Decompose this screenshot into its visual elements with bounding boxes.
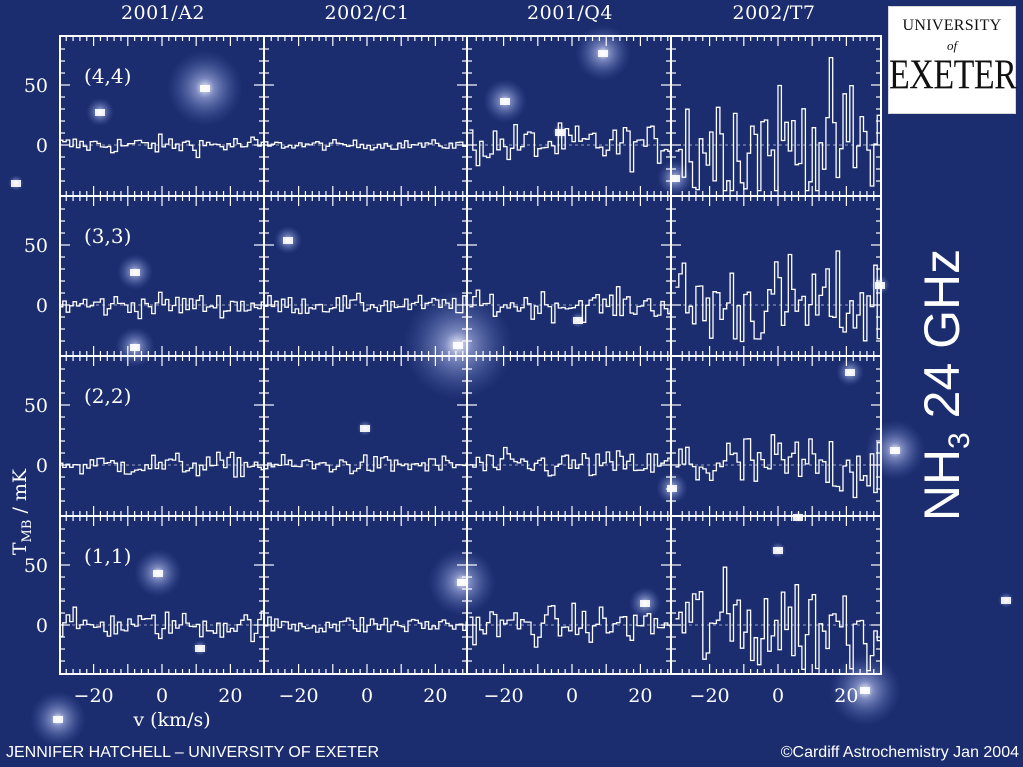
column-title-2001-a2: 2001/A2 xyxy=(120,2,206,24)
background-star-core xyxy=(453,342,463,349)
x-tick-label: 0 xyxy=(156,685,168,707)
background-star-core xyxy=(670,175,680,182)
x-tick-label: 0 xyxy=(361,685,373,707)
transition-label: (2,2) xyxy=(84,384,131,408)
spectrum-trace-2002-t7-row-0 xyxy=(675,56,880,192)
spectrum-trace-2002-t7-row-1 xyxy=(675,250,880,343)
spectrum-trace-2001-a2-row-3 xyxy=(61,606,263,643)
background-star-core xyxy=(598,50,608,57)
x-tick-label: −20 xyxy=(74,685,114,707)
x-tick-label: 20 xyxy=(628,685,652,707)
spectrum-trace-2001-q4-row-2 xyxy=(469,446,672,477)
spectrum-trace-2001-q4-row-1 xyxy=(469,286,672,324)
transition-label: (3,3) xyxy=(84,224,131,248)
column-title-2002-c1: 2002/C1 xyxy=(324,2,410,24)
spectrum-trace-2001-q4-row-3 xyxy=(469,602,672,648)
conference-credit: ©Cardiff Astrochemistry Jan 2004 xyxy=(780,744,1019,761)
x-tick-label: 20 xyxy=(423,685,447,707)
background-star-core xyxy=(573,317,583,324)
background-star-core xyxy=(457,579,467,586)
background-star-core xyxy=(11,180,21,187)
spectrum-trace-2001-a2-row-0 xyxy=(61,133,263,159)
molecule-subscript: 3 xyxy=(943,432,976,449)
spectrum-trace-2001-a2-row-2 xyxy=(61,451,263,478)
x-tick-label: −20 xyxy=(484,685,524,707)
x-tick-label: 0 xyxy=(566,685,578,707)
x-axis-label: v (km/s) xyxy=(132,709,210,731)
column-title-2002-t7: 2002/T7 xyxy=(732,2,816,24)
y-tick-label: 0 xyxy=(36,295,48,317)
spectrum-trace-2002-c1-row-1 xyxy=(265,292,467,315)
background-star-core xyxy=(1001,597,1011,604)
background-star-core xyxy=(555,129,565,136)
x-tick-label: 0 xyxy=(772,685,784,707)
spectrum-trace-2002-t7-row-3 xyxy=(675,566,880,672)
logo-line-university: UNIVERSITY xyxy=(902,17,1002,34)
background-star-core xyxy=(153,570,163,577)
x-tick-label: −20 xyxy=(279,685,319,707)
x-tick-label: −20 xyxy=(690,685,730,707)
spectrum-trace-2001-q4-row-0 xyxy=(469,122,672,173)
transition-label: (4,4) xyxy=(84,64,131,88)
author-credit: JENNIFER HATCHELL – UNIVERSITY OF EXETER xyxy=(6,744,380,761)
molecule-title: NH3 24 GHz xyxy=(913,249,977,521)
y-axis-label: TMB / mK xyxy=(9,468,35,555)
background-star-core xyxy=(53,716,63,723)
spectrum-trace-2002-c1-row-0 xyxy=(265,138,467,151)
background-star-core xyxy=(130,269,140,276)
background-star-core xyxy=(195,645,205,652)
background-star-core xyxy=(200,85,210,92)
y-tick-label: 50 xyxy=(24,75,48,97)
x-tick-label: 20 xyxy=(834,685,858,707)
logo-line-of: of xyxy=(946,38,958,53)
y-tick-label: 0 xyxy=(36,455,48,477)
background-star-core xyxy=(500,98,510,105)
spectrum-trace-2002-c1-row-3 xyxy=(265,616,467,633)
column-title-2001-q4: 2001/Q4 xyxy=(527,2,613,24)
background-star-core xyxy=(860,687,870,694)
background-star-core xyxy=(130,344,140,351)
spectrum-trace-2002-c1-row-2 xyxy=(265,454,467,475)
background-star-core xyxy=(360,425,370,432)
logo-line-exeter: EXETER xyxy=(889,52,1017,99)
background-star-core xyxy=(773,547,783,554)
background-star-core xyxy=(283,237,293,244)
background-star-core xyxy=(640,600,650,607)
y-tick-label: 0 xyxy=(36,135,48,157)
molecule-name: NH xyxy=(914,448,970,522)
y-tick-label: 0 xyxy=(36,615,48,637)
background-star-core xyxy=(845,369,855,376)
x-tick-label: 20 xyxy=(218,685,242,707)
transition-label: (1,1) xyxy=(84,544,131,568)
spectrum-trace-2001-a2-row-1 xyxy=(61,291,263,320)
university-logo: UNIVERSITY of EXETER xyxy=(888,6,1017,114)
spectrum-trace-2002-t7-row-2 xyxy=(675,434,880,499)
y-tick-label: 50 xyxy=(24,395,48,417)
y-tick-label: 50 xyxy=(24,235,48,257)
frequency-label: 24 GHz xyxy=(914,248,970,419)
background-star-core xyxy=(890,447,900,454)
y-tick-label: 50 xyxy=(24,555,48,577)
background-star-core xyxy=(95,109,105,116)
